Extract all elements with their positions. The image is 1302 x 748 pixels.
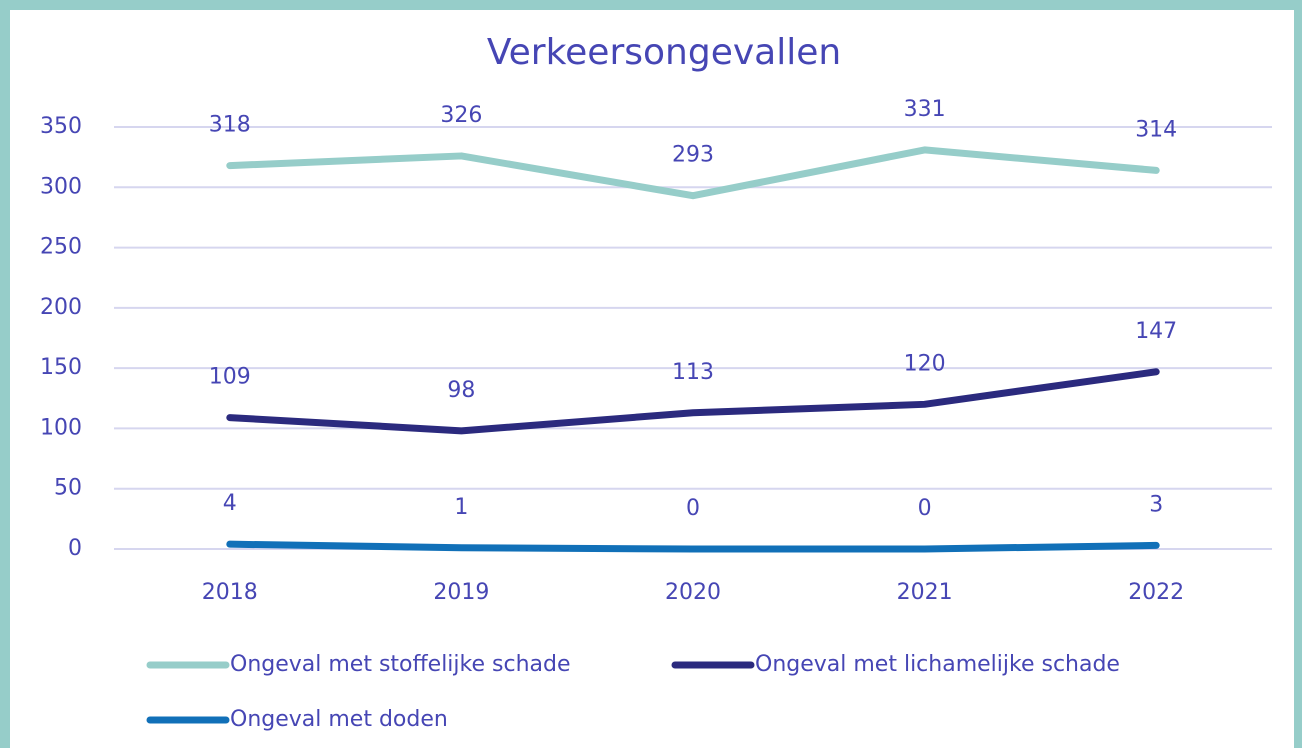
data-label: 331 (904, 97, 946, 122)
y-tick-label: 150 (40, 355, 82, 380)
data-label: 98 (447, 378, 475, 403)
x-tick-label: 2022 (1128, 580, 1184, 605)
legend-label: Ongeval met lichamelijke schade (755, 652, 1120, 677)
x-tick-label: 2021 (897, 580, 953, 605)
x-tick-label: 2020 (665, 580, 721, 605)
y-tick-label: 0 (68, 536, 82, 561)
series-line (226, 540, 1160, 553)
data-label: 147 (1135, 319, 1177, 344)
data-label: 314 (1135, 117, 1177, 142)
data-label: 0 (686, 496, 700, 521)
y-tick-label: 350 (40, 114, 82, 139)
legend-label: Ongeval met doden (230, 707, 448, 732)
y-tick-label: 250 (40, 235, 82, 260)
data-label: 318 (209, 113, 251, 138)
y-tick-label: 100 (40, 415, 82, 440)
data-label: 4 (223, 491, 237, 516)
chart-title: Verkeersongevallen (487, 32, 841, 73)
data-label: 0 (918, 496, 932, 521)
data-label: 326 (440, 103, 482, 128)
data-label: 109 (209, 365, 251, 390)
x-tick-label: 2019 (433, 580, 489, 605)
y-tick-label: 50 (54, 476, 82, 501)
legend-label: Ongeval met stoffelijke schade (230, 652, 571, 677)
data-label: 293 (672, 143, 714, 168)
y-tick-label: 200 (40, 295, 82, 320)
y-tick-label: 300 (40, 174, 82, 199)
series-line (226, 368, 1160, 435)
data-label: 1 (454, 495, 468, 520)
data-label: 113 (672, 360, 714, 385)
series-line (226, 146, 1160, 200)
data-label: 3 (1149, 492, 1163, 517)
data-label: 120 (904, 351, 946, 376)
x-tick-label: 2018 (202, 580, 258, 605)
